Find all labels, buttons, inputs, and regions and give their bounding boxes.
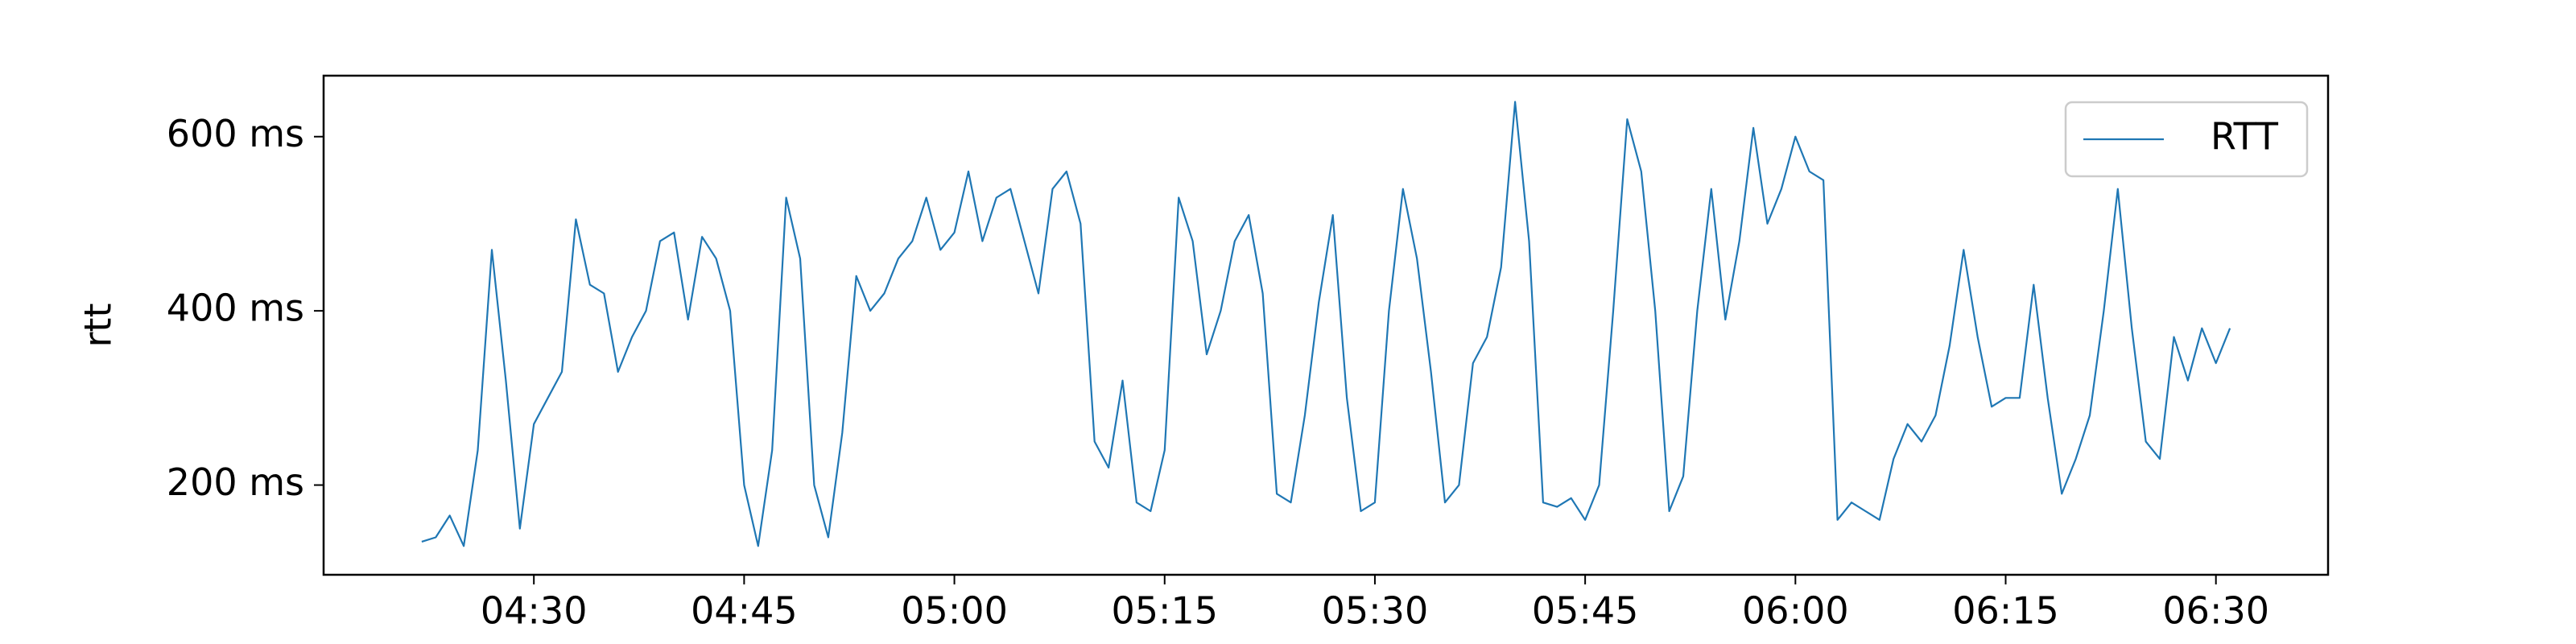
x-tick-label: 05:15 (1111, 589, 1218, 633)
x-tick-label: 04:45 (691, 589, 798, 633)
legend-label: RTT (2211, 115, 2279, 159)
plot-frame (322, 74, 2330, 576)
x-tick-label: 05:45 (1532, 589, 1639, 633)
x-tick-label: 04:30 (481, 589, 588, 633)
x-tick-label: 05:00 (901, 589, 1008, 633)
x-tick-label: 06:00 (1742, 589, 1849, 633)
x-tick-label: 06:30 (2162, 589, 2269, 633)
y-tick-label: 400 ms (167, 287, 304, 330)
line-series (421, 101, 2231, 547)
x-tick-label: 05:30 (1322, 589, 1429, 633)
legend-box (2064, 101, 2309, 178)
y-axis-label: rtt (76, 303, 120, 348)
y-tick-label: 600 ms (167, 112, 304, 155)
x-tick-label: 06:15 (1952, 589, 2059, 633)
y-tick-label: 200 ms (167, 460, 304, 504)
